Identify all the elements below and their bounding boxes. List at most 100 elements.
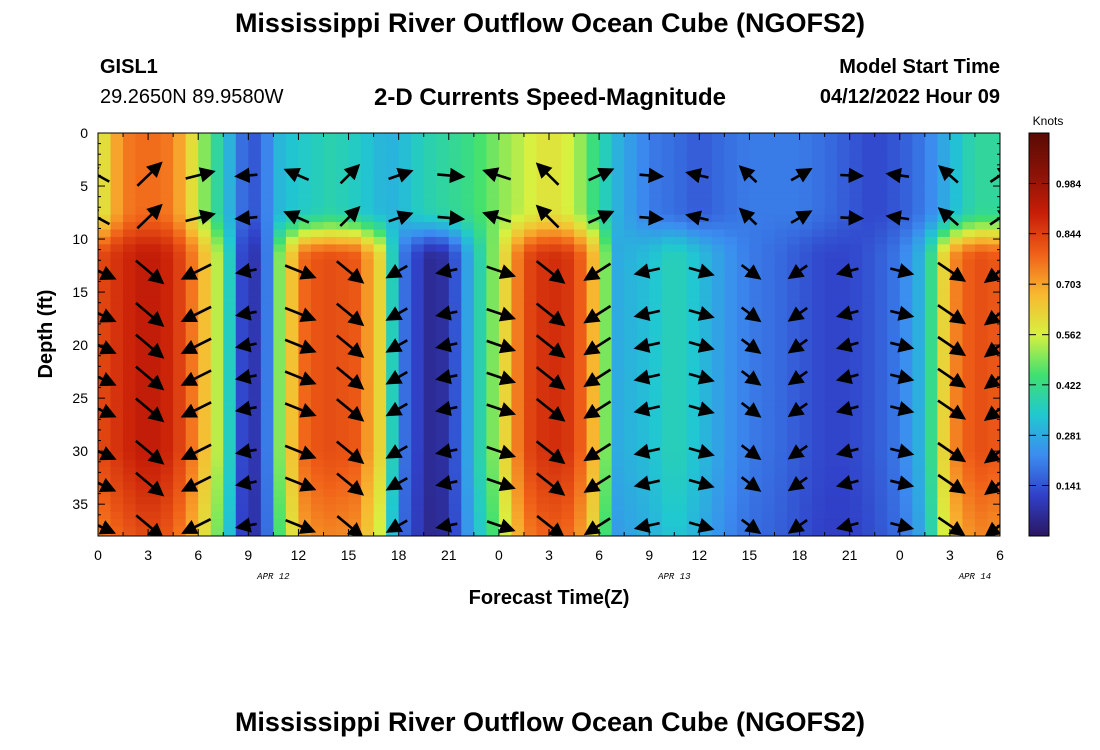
heatmap-cell [98, 415, 112, 424]
heatmap-cell [661, 281, 675, 290]
heatmap-cell [774, 222, 788, 231]
heatmap-cell [962, 236, 976, 245]
heatmap-cell [511, 429, 525, 438]
heatmap-cell [198, 489, 212, 498]
heatmap-cell [248, 511, 262, 520]
heatmap-cell [135, 170, 149, 179]
heatmap-cell [636, 459, 650, 468]
heatmap-cell [235, 429, 249, 438]
heatmap-cell [636, 184, 650, 193]
heatmap-cell [812, 437, 826, 446]
heatmap-cell [724, 229, 738, 238]
heatmap-cell [774, 385, 788, 394]
heatmap-cell [523, 400, 538, 409]
heatmap-cell [624, 429, 638, 438]
heatmap-cell [724, 519, 738, 528]
heatmap-cell [761, 177, 776, 186]
heatmap-cell [486, 504, 500, 513]
heatmap-cell [862, 363, 876, 372]
heatmap-cell [661, 140, 675, 149]
heatmap-cell [574, 147, 588, 156]
heatmap-cell [912, 407, 926, 416]
heatmap-cell [148, 437, 162, 446]
heatmap-cell [937, 429, 951, 438]
heatmap-cell [874, 355, 888, 364]
heatmap-cell [98, 533, 112, 536]
heatmap-cell [536, 236, 550, 245]
heatmap-cell [824, 348, 838, 357]
heatmap-cell [411, 177, 425, 186]
heatmap-cell [661, 170, 675, 179]
heatmap-cell [373, 214, 387, 223]
current-vector-arrow [740, 444, 762, 461]
heatmap-cell [812, 355, 826, 364]
heatmap-cell [110, 318, 124, 327]
heatmap-cell [235, 140, 249, 149]
heatmap-cell [987, 459, 1000, 468]
heatmap-cell [661, 452, 675, 461]
heatmap-cell [561, 407, 575, 416]
heatmap-cell [473, 407, 487, 416]
heatmap-cell [235, 326, 249, 335]
heatmap-cell [110, 147, 124, 156]
heatmap-cell [386, 288, 400, 297]
heatmap-cell [549, 170, 563, 179]
heatmap-cell [461, 481, 475, 490]
heatmap-cell [436, 429, 450, 438]
heatmap-cell [323, 162, 337, 171]
heatmap-cell [285, 311, 300, 320]
heatmap-cell [862, 140, 876, 149]
heatmap-cell [912, 259, 926, 268]
heatmap-cell [749, 429, 763, 438]
heatmap-cell [110, 392, 124, 401]
heatmap-cell [135, 229, 149, 238]
heatmap-cell [361, 147, 375, 156]
current-vector-arrow [98, 209, 111, 226]
heatmap-cell [649, 199, 663, 208]
heatmap-cell [336, 184, 350, 193]
heatmap-cell [787, 177, 801, 186]
heatmap-cell [724, 489, 738, 498]
heatmap-cell [824, 444, 838, 453]
heatmap-cell [248, 251, 262, 260]
heatmap-cell [774, 236, 788, 245]
heatmap-cell [523, 444, 538, 453]
heatmap-cell [511, 266, 525, 275]
heatmap-cell [824, 496, 838, 505]
heatmap-cell [761, 489, 776, 498]
heatmap-cell [235, 274, 249, 283]
heatmap-cell [924, 133, 938, 142]
heatmap-cell [849, 266, 863, 275]
heatmap-cell [812, 244, 826, 253]
current-vector-arrow [740, 338, 762, 354]
heatmap-cell [774, 133, 788, 142]
heatmap-cell [649, 251, 663, 260]
heatmap-cell [173, 444, 187, 453]
heatmap-cell [611, 326, 625, 335]
heatmap-cell [987, 326, 1000, 335]
heatmap-cell [761, 229, 776, 238]
heatmap-cell [912, 192, 926, 201]
heatmap-cell [336, 333, 350, 342]
heatmap-cell [110, 266, 124, 275]
heatmap-cell [398, 333, 412, 342]
heatmap-cell [486, 162, 500, 171]
heatmap-cell [448, 348, 462, 357]
heatmap-cell [586, 303, 600, 312]
heatmap-cell [298, 281, 312, 290]
heatmap-cell [285, 392, 300, 401]
heatmap-cell [624, 437, 638, 446]
heatmap-cell [223, 511, 237, 520]
heatmap-cell [223, 296, 237, 305]
heatmap-cell [912, 519, 926, 528]
heatmap-cell [799, 155, 813, 164]
heatmap-cell [724, 326, 738, 335]
heatmap-cell [323, 489, 337, 498]
heatmap-cell [473, 281, 487, 290]
heatmap-cell [123, 429, 137, 438]
heatmap-cell [336, 348, 350, 357]
heatmap-cell [461, 385, 475, 394]
heatmap-cell [473, 140, 487, 149]
heatmap-cell [686, 340, 700, 349]
heatmap-cell [348, 363, 362, 372]
